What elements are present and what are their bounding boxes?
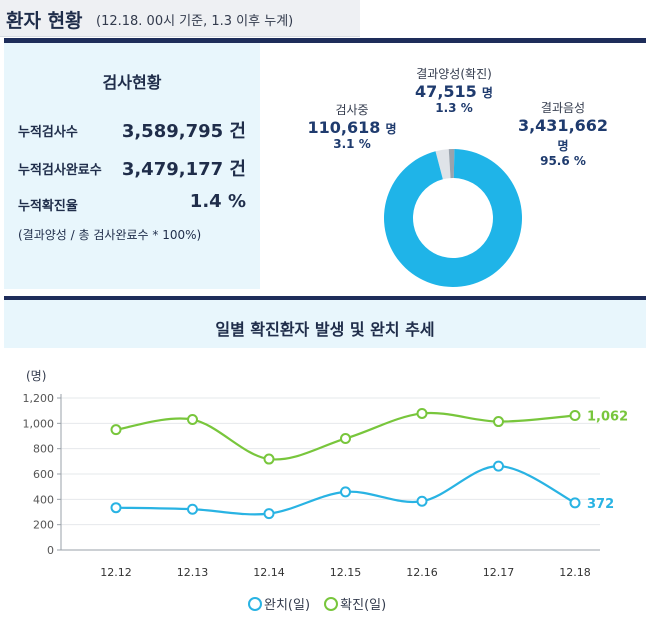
- testing-unit: 명: [385, 122, 397, 136]
- positive-percent: 1.3 %: [435, 101, 473, 115]
- data-point: [187, 414, 198, 426]
- positive-label: 결과양성(확진) 47,515 명 1.3 %: [392, 65, 516, 115]
- negative-percent: 95.6 %: [540, 154, 586, 168]
- series-end-label: 372: [587, 497, 614, 512]
- trend-line-chart: (명) 0 200 400 600 800 1,000 1,200 12.12 12.13 12.…: [23, 369, 629, 579]
- positive-rate-label: 누적확진율: [18, 199, 78, 214]
- x-tick-label: 12.14: [253, 566, 285, 579]
- page-title: 환자 현황: [6, 10, 83, 32]
- data-point: [569, 409, 581, 421]
- data-point: [416, 495, 428, 507]
- trend-header: 일별 확진환자 발생 및 완치 추세: [4, 300, 646, 348]
- y-tick-label: 600: [33, 468, 54, 481]
- cumulative-tests-value: 3,589,795 건: [121, 121, 246, 142]
- data-point: [263, 453, 275, 465]
- testing-name: 검사중: [335, 103, 369, 117]
- y-tick-label: 800: [33, 443, 54, 456]
- data-point: [569, 497, 581, 509]
- completed-tests-value: 3,479,177 건: [121, 159, 246, 180]
- testing-percent: 3.1 %: [333, 137, 371, 151]
- page-subtitle: (12.18. 00시 기준, 1.3 이후 누계): [96, 14, 294, 29]
- donut-segment-1: [435, 149, 451, 180]
- positive-unit: 명: [481, 86, 493, 100]
- legend-confirmed[interactable]: 확진(일): [324, 594, 386, 613]
- y-tick-label: 200: [33, 519, 54, 532]
- legend-confirmed-marker: [324, 597, 339, 611]
- data-point: [416, 407, 428, 419]
- y-tick-label: 0: [47, 544, 54, 557]
- data-point: [110, 502, 122, 514]
- negative-unit: 명: [557, 139, 569, 153]
- section-divider-2: [4, 296, 646, 300]
- completed-tests-label: 누적검사완료수: [18, 163, 102, 178]
- positive-count: 47,515: [415, 82, 477, 101]
- data-point: [340, 486, 351, 498]
- data-point: [340, 433, 351, 445]
- legend-recovered-label: 완치(일): [264, 598, 311, 613]
- negative-count: 3,431,662: [517, 116, 609, 135]
- x-tick-label: 12.12: [100, 566, 132, 579]
- x-tick-label: 12.16: [406, 566, 438, 579]
- test-status-heading: 검사현황: [102, 73, 162, 92]
- page-header: 환자 현황 (12.18. 00시 기준, 1.3 이후 누계): [0, 0, 360, 37]
- legend-recovered[interactable]: 완치(일): [248, 594, 310, 613]
- data-point: [493, 416, 504, 428]
- x-tick-label: 12.13: [177, 566, 209, 579]
- section-divider: [4, 38, 646, 43]
- testing-count: 110,618: [307, 118, 381, 137]
- x-tick-label: 12.17: [483, 566, 515, 579]
- negative-label: 결과음성 3,431,662 명 95.6 %: [498, 99, 628, 168]
- positive-name: 결과양성(확진): [416, 67, 492, 81]
- negative-name: 결과음성: [540, 101, 586, 115]
- data-point: [263, 508, 275, 520]
- trend-title: 일별 확진환자 발생 및 완치 추세: [215, 320, 435, 339]
- donut-segment-2: [384, 149, 522, 288]
- test-status-panel: 검사현황 누적검사수 3,589,795 건 누적검사완료수 3,479,177…: [4, 43, 260, 289]
- data-point: [110, 424, 122, 436]
- y-unit-label: (명): [26, 369, 46, 383]
- series-end-label: 1,062: [587, 409, 628, 424]
- testing-label: 검사중 110,618 명 3.1 %: [288, 101, 416, 151]
- y-tick-label: 400: [33, 493, 54, 506]
- donut-segment-0: [448, 149, 455, 179]
- cumulative-tests-label: 누적검사수: [18, 125, 78, 140]
- data-point: [493, 460, 504, 472]
- chart-legend: 완치(일) 확진(일): [248, 594, 396, 613]
- x-tick-label: 12.15: [330, 566, 362, 579]
- data-point: [187, 503, 198, 515]
- y-tick-label: 1,000: [23, 417, 55, 430]
- y-tick-label: 1,200: [23, 392, 55, 405]
- donut-chart: [384, 149, 522, 288]
- legend-recovered-marker: [248, 597, 262, 611]
- x-tick-label: 12.18: [559, 566, 591, 579]
- legend-confirmed-label: 확진(일): [340, 598, 387, 613]
- positive-rate-note: (결과양성 / 총 검사완료수 * 100%): [18, 228, 202, 242]
- positive-rate-value: 1.4 %: [189, 191, 246, 212]
- test-result-donut-panel: 결과양성(확진) 47,515 명 1.3 % 검사중 110,618 명 3.…: [262, 43, 646, 289]
